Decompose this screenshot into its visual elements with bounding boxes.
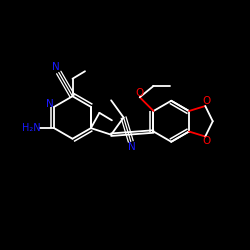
Text: N: N xyxy=(52,62,60,72)
Text: N: N xyxy=(46,100,54,110)
Text: N: N xyxy=(128,142,136,152)
Text: O: O xyxy=(135,88,143,98)
Text: H₂N: H₂N xyxy=(22,123,41,133)
Text: O: O xyxy=(202,96,211,106)
Text: O: O xyxy=(202,136,211,146)
